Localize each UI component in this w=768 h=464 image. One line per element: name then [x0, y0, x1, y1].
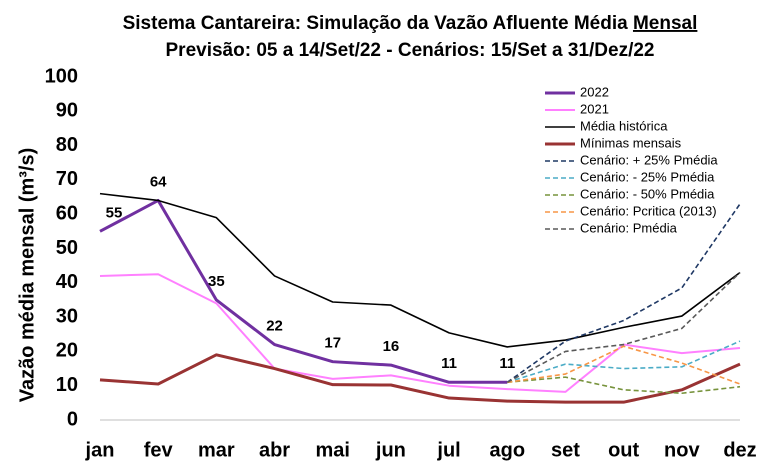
- chart-title-emphasis: Mensal: [633, 13, 697, 34]
- series-line: [99, 273, 741, 393]
- data-label: 22: [266, 318, 283, 335]
- x-tick-label: jul: [436, 439, 460, 461]
- x-tick-label: jan: [85, 439, 115, 461]
- legend-label: Mínimas mensais: [580, 135, 682, 150]
- data-label: 55: [106, 204, 123, 221]
- y-tick-label: 40: [56, 271, 78, 293]
- chart-title-line: Sistema Cantareira: Simulação da Vazão A…: [123, 13, 698, 34]
- series-line: [99, 192, 741, 348]
- y-tick-label: 20: [56, 340, 78, 362]
- y-tick-label: 90: [56, 100, 78, 122]
- legend-label: Cenário: - 50% Pmédia: [580, 186, 715, 201]
- data-label: 35: [208, 273, 225, 290]
- legend-label: 2022: [580, 84, 609, 99]
- series-line: [507, 345, 741, 385]
- y-tick-label: 50: [56, 237, 78, 259]
- x-tick-label: mai: [315, 439, 349, 461]
- y-tick-label: 0: [67, 408, 78, 430]
- x-tick-label: ago: [489, 439, 525, 461]
- y-tick-label: 60: [56, 202, 78, 224]
- series-line: [99, 353, 741, 404]
- legend-label: Cenário: Pmédia: [580, 220, 678, 235]
- series-line: [506, 271, 741, 383]
- x-tick-label: fev: [144, 439, 174, 461]
- legend-label: 2021: [580, 101, 609, 116]
- series-line: [99, 198, 508, 384]
- x-tick-label: set: [551, 439, 580, 461]
- series-line: [507, 376, 741, 395]
- data-label: 11: [441, 355, 457, 372]
- x-tick-label: nov: [664, 439, 700, 461]
- data-label: 16: [383, 338, 400, 355]
- data-label: 11: [499, 355, 515, 372]
- y-tick-label: 30: [56, 305, 78, 327]
- chart-subtitle: Previsão: 05 a 14/Set/22 - Cenários: 15/…: [166, 40, 655, 61]
- legend-label: Cenário: + 25% Pmédia: [580, 152, 718, 167]
- chart-title: Sistema Cantareira: Simulação da Vazão A…: [123, 13, 629, 34]
- series-line: [506, 203, 741, 383]
- x-tick-label: jun: [375, 439, 406, 461]
- y-tick-label: 80: [56, 134, 78, 156]
- y-axis-label: Vazão média mensal (m³/s): [16, 148, 38, 403]
- data-label: 17: [324, 335, 341, 352]
- y-tick-label: 70: [56, 168, 78, 190]
- series-line: [507, 340, 741, 384]
- data-label: 64: [150, 173, 167, 190]
- x-tick-label: mar: [198, 439, 235, 461]
- x-tick-label: dez: [723, 439, 756, 461]
- legend-label: Cenário: - 25% Pmédia: [580, 169, 715, 184]
- y-tick-label: 10: [56, 374, 78, 396]
- legend-label: Cenário: Pcritica (2013): [580, 203, 717, 218]
- legend-label: Média histórica: [580, 118, 668, 133]
- x-tick-label: abr: [259, 439, 290, 461]
- x-tick-label: out: [608, 439, 639, 461]
- y-tick-label: 100: [45, 65, 78, 87]
